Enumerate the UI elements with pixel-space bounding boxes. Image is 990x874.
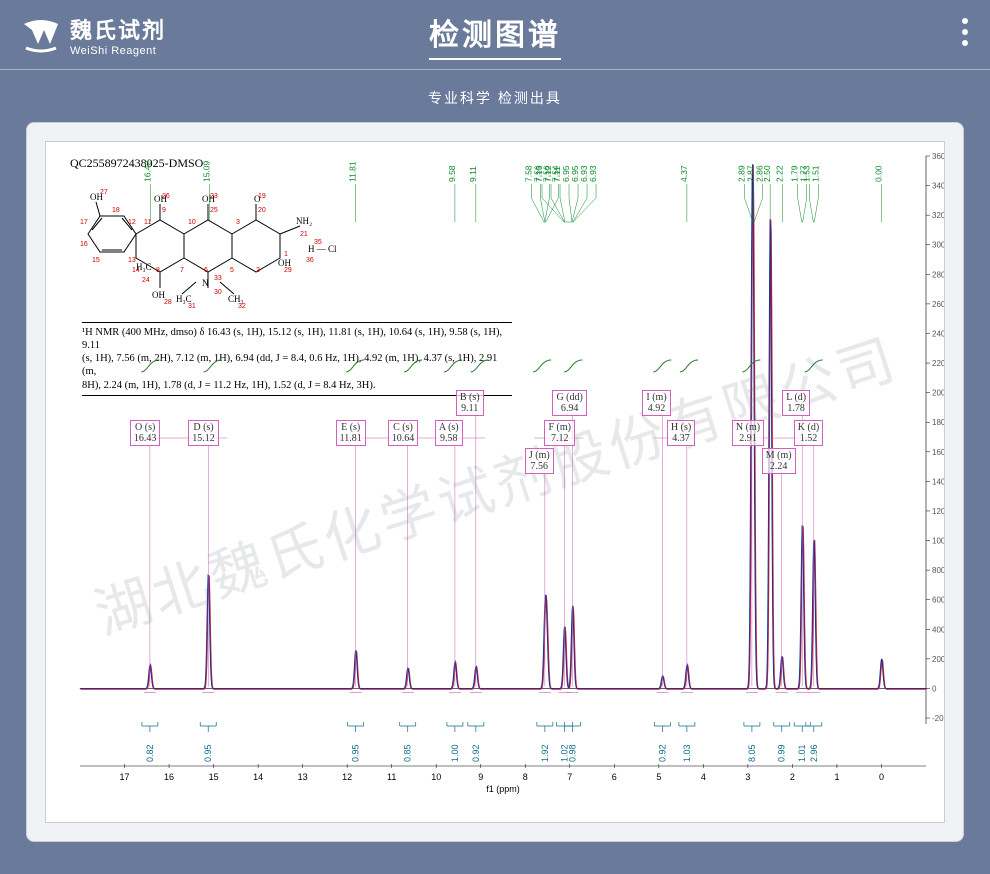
svg-text:11: 11 [387, 772, 396, 782]
svg-text:1: 1 [834, 772, 839, 782]
svg-text:6.93: 6.93 [588, 165, 598, 182]
svg-text:3600: 3600 [932, 152, 945, 161]
svg-text:0.00: 0.00 [873, 165, 883, 182]
svg-text:9.11: 9.11 [468, 166, 478, 182]
svg-text:11.81: 11.81 [348, 161, 358, 182]
svg-text:2000: 2000 [932, 389, 945, 398]
svg-text:0: 0 [879, 772, 884, 782]
svg-text:5: 5 [656, 772, 661, 782]
assignment-box: E (s)11.81 [336, 420, 366, 446]
svg-text:0.99: 0.99 [777, 744, 787, 762]
svg-text:1.03: 1.03 [682, 744, 692, 762]
brand-name-cn: 魏氏试剂 [70, 13, 166, 45]
svg-text:400: 400 [932, 625, 945, 634]
svg-text:0.82: 0.82 [145, 744, 155, 762]
page-subtitle: 专业科学 检测出具 [0, 88, 990, 108]
svg-text:17: 17 [120, 772, 130, 782]
assignment-box: K (d)1.52 [794, 420, 823, 446]
svg-text:2200: 2200 [932, 359, 945, 368]
svg-text:12: 12 [342, 772, 352, 782]
svg-text:200: 200 [932, 655, 945, 664]
svg-text:7: 7 [567, 772, 572, 782]
svg-text:2.96: 2.96 [809, 744, 819, 762]
spectrum-plot: -200020040060080010001200140016001800200… [46, 142, 945, 822]
svg-text:1.01: 1.01 [797, 744, 807, 762]
svg-text:0.95: 0.95 [203, 744, 213, 762]
svg-text:3000: 3000 [932, 241, 945, 250]
svg-text:8: 8 [523, 772, 528, 782]
svg-text:2.50: 2.50 [762, 165, 772, 182]
svg-text:0.95: 0.95 [351, 744, 361, 762]
svg-text:6: 6 [612, 772, 617, 782]
logo-icon [20, 14, 62, 56]
svg-text:f1 (ppm): f1 (ppm) [486, 784, 520, 794]
header-bar: 魏氏试剂 WeiShi Reagent 检测图谱 [0, 0, 990, 70]
assignment-box: A (s)9.58 [435, 420, 463, 446]
brand-logo: 魏氏试剂 WeiShi Reagent [20, 13, 166, 57]
svg-text:1000: 1000 [932, 537, 945, 546]
svg-text:2.22: 2.22 [775, 165, 785, 182]
svg-text:9.58: 9.58 [447, 165, 457, 182]
svg-text:1800: 1800 [932, 418, 945, 427]
svg-text:1.00: 1.00 [450, 744, 460, 762]
svg-text:15: 15 [209, 772, 219, 782]
svg-text:15.09: 15.09 [202, 160, 212, 182]
svg-text:3200: 3200 [932, 211, 945, 220]
svg-text:0: 0 [932, 684, 937, 693]
svg-text:16.42: 16.42 [142, 160, 152, 182]
assignment-box: J (m)7.56 [525, 448, 554, 474]
brand-name-en: WeiShi Reagent [70, 45, 166, 57]
svg-text:4.37: 4.37 [679, 165, 689, 182]
assignment-box: H (s)4.37 [667, 420, 695, 446]
svg-text:8.05: 8.05 [747, 744, 757, 762]
assignment-box: N (m)2.91 [732, 420, 764, 446]
svg-text:1.92: 1.92 [540, 744, 550, 762]
svg-text:3: 3 [745, 772, 750, 782]
chart-card: QC2558972438025-DMSO OHOH OHO [26, 122, 964, 842]
svg-text:2600: 2600 [932, 300, 945, 309]
svg-text:600: 600 [932, 596, 945, 605]
svg-text:16: 16 [164, 772, 174, 782]
assignment-box: B (s)9.11 [456, 390, 484, 416]
svg-text:-200: -200 [932, 714, 945, 723]
svg-text:10: 10 [431, 772, 441, 782]
svg-text:1600: 1600 [932, 448, 945, 457]
svg-text:800: 800 [932, 566, 945, 575]
assignment-box: O (s)16.43 [130, 420, 161, 446]
svg-text:9: 9 [478, 772, 483, 782]
assignment-box: D (s)15.12 [188, 420, 219, 446]
page-title: 检测图谱 [429, 10, 561, 60]
svg-text:0.98: 0.98 [567, 744, 577, 762]
svg-text:0.92: 0.92 [657, 744, 667, 762]
assignment-box: L (d)1.78 [782, 390, 810, 416]
nmr-chart: QC2558972438025-DMSO OHOH OHO [45, 141, 945, 823]
svg-text:2: 2 [790, 772, 795, 782]
svg-text:4: 4 [701, 772, 706, 782]
assignment-box: F (m)7.12 [544, 420, 575, 446]
svg-text:0.85: 0.85 [403, 744, 413, 762]
assignment-box: G (dd)6.94 [552, 390, 586, 416]
svg-text:0.92: 0.92 [471, 744, 481, 762]
svg-text:14: 14 [253, 772, 263, 782]
svg-text:13: 13 [298, 772, 308, 782]
svg-text:2800: 2800 [932, 270, 945, 279]
assignment-box: I (m)4.92 [642, 390, 670, 416]
svg-text:1400: 1400 [932, 477, 945, 486]
svg-text:1200: 1200 [932, 507, 945, 516]
svg-text:3400: 3400 [932, 182, 945, 191]
more-icon[interactable] [962, 18, 968, 46]
svg-text:1.51: 1.51 [810, 165, 820, 182]
assignment-box: C (s)10.64 [388, 420, 419, 446]
assignment-box: M (m)2.24 [762, 448, 796, 474]
svg-text:2400: 2400 [932, 329, 945, 338]
